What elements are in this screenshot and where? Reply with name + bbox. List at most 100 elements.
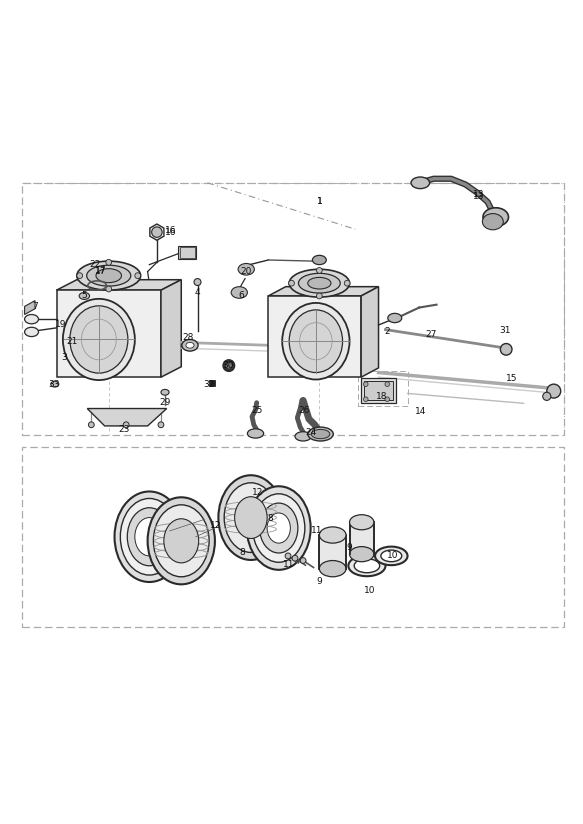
Ellipse shape — [247, 486, 311, 570]
Text: 29: 29 — [159, 398, 171, 407]
Ellipse shape — [24, 315, 38, 324]
Bar — [178, 246, 196, 259]
Text: 12: 12 — [210, 522, 222, 530]
Ellipse shape — [87, 265, 131, 286]
Ellipse shape — [182, 339, 198, 351]
Circle shape — [123, 422, 129, 428]
Ellipse shape — [147, 498, 215, 584]
Ellipse shape — [226, 362, 232, 369]
Ellipse shape — [289, 310, 343, 372]
Text: 9: 9 — [317, 577, 322, 586]
Text: 2: 2 — [384, 327, 390, 336]
Polygon shape — [350, 522, 374, 555]
Circle shape — [385, 397, 389, 401]
Text: 11: 11 — [311, 526, 323, 535]
Text: 8: 8 — [268, 514, 273, 523]
Ellipse shape — [350, 546, 374, 562]
Bar — [209, 380, 216, 386]
Ellipse shape — [153, 505, 209, 577]
Text: 9: 9 — [347, 543, 352, 552]
Text: 13: 13 — [473, 192, 484, 201]
Text: 24: 24 — [305, 428, 317, 438]
Ellipse shape — [223, 360, 234, 372]
Polygon shape — [87, 409, 167, 426]
Ellipse shape — [96, 269, 121, 283]
Text: 13: 13 — [473, 190, 484, 199]
Ellipse shape — [247, 428, 264, 438]
Ellipse shape — [319, 560, 346, 577]
Ellipse shape — [219, 475, 283, 560]
Circle shape — [300, 558, 306, 564]
Circle shape — [135, 273, 141, 279]
Text: 10: 10 — [364, 586, 375, 595]
Ellipse shape — [312, 255, 326, 265]
Circle shape — [317, 293, 322, 299]
Ellipse shape — [267, 513, 290, 543]
Ellipse shape — [308, 427, 333, 441]
Ellipse shape — [483, 208, 508, 227]
Text: 25: 25 — [251, 406, 262, 415]
Circle shape — [289, 280, 294, 286]
Bar — [22, 183, 564, 435]
Ellipse shape — [114, 491, 184, 582]
Text: 26: 26 — [298, 406, 310, 415]
Text: 3: 3 — [61, 353, 67, 362]
Circle shape — [385, 382, 389, 386]
Text: 28: 28 — [182, 333, 194, 342]
Polygon shape — [268, 296, 361, 377]
Circle shape — [89, 422, 94, 428]
Polygon shape — [24, 301, 35, 315]
Text: 19: 19 — [55, 321, 66, 330]
Ellipse shape — [77, 261, 141, 290]
Ellipse shape — [295, 432, 311, 441]
Circle shape — [292, 555, 298, 561]
Text: 21: 21 — [66, 337, 78, 346]
Text: 27: 27 — [425, 330, 437, 339]
Ellipse shape — [388, 313, 402, 323]
Text: 14: 14 — [415, 408, 426, 416]
Ellipse shape — [282, 303, 350, 380]
Ellipse shape — [186, 343, 194, 349]
Circle shape — [363, 382, 368, 386]
Ellipse shape — [79, 293, 90, 299]
Ellipse shape — [381, 550, 402, 562]
Circle shape — [285, 553, 291, 559]
Polygon shape — [268, 287, 378, 296]
Text: 10: 10 — [387, 551, 398, 560]
Ellipse shape — [311, 429, 330, 438]
Ellipse shape — [231, 287, 247, 298]
Ellipse shape — [161, 390, 169, 396]
Ellipse shape — [411, 177, 430, 189]
Circle shape — [317, 268, 322, 274]
Ellipse shape — [120, 499, 178, 575]
Ellipse shape — [127, 508, 171, 566]
Ellipse shape — [350, 515, 374, 530]
Text: 31: 31 — [499, 326, 511, 335]
Text: 1: 1 — [317, 198, 322, 207]
Ellipse shape — [24, 327, 38, 336]
Ellipse shape — [135, 517, 164, 556]
Ellipse shape — [289, 269, 350, 297]
Ellipse shape — [308, 278, 331, 289]
Text: 20: 20 — [241, 267, 252, 276]
Circle shape — [345, 280, 350, 286]
Ellipse shape — [482, 213, 503, 230]
Bar — [364, 381, 393, 400]
Ellipse shape — [349, 555, 385, 576]
Ellipse shape — [70, 306, 128, 373]
Text: 4: 4 — [195, 288, 201, 297]
Ellipse shape — [375, 546, 408, 565]
Ellipse shape — [234, 497, 267, 539]
Text: 23: 23 — [119, 425, 130, 434]
Text: 16: 16 — [164, 227, 176, 236]
Polygon shape — [57, 279, 181, 290]
Bar — [361, 378, 396, 403]
Ellipse shape — [63, 299, 135, 380]
Bar — [180, 247, 195, 258]
Text: 17: 17 — [96, 266, 107, 275]
Text: 1: 1 — [317, 198, 322, 207]
Circle shape — [547, 384, 561, 398]
Circle shape — [543, 392, 551, 400]
Polygon shape — [319, 535, 346, 569]
Text: 11: 11 — [283, 559, 295, 569]
